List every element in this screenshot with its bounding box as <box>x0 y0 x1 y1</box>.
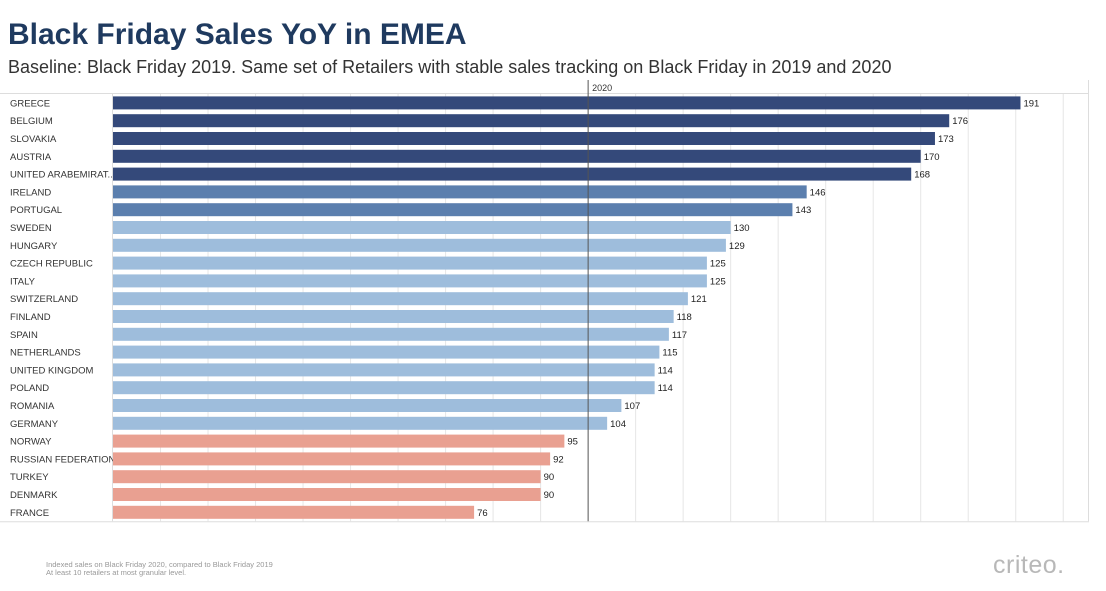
bar <box>113 238 726 252</box>
bar <box>113 434 565 448</box>
data-label: 168 <box>914 170 930 181</box>
category-label: IRELAND <box>10 187 51 198</box>
data-label: 104 <box>610 419 626 430</box>
category-label: TURKEY <box>10 472 49 483</box>
chart-subtitle: Baseline: Black Friday 2019. Same set of… <box>8 57 892 77</box>
category-label: GERMANY <box>10 419 59 430</box>
data-label: 173 <box>938 134 954 145</box>
bar <box>113 327 669 341</box>
data-label: 125 <box>710 276 726 287</box>
category-label: ITALY <box>10 276 36 287</box>
data-label: 143 <box>795 205 811 216</box>
category-label: FINLAND <box>10 312 51 323</box>
footnote-line-1: Indexed sales on Black Friday 2020, comp… <box>46 560 273 569</box>
category-label: SWEDEN <box>10 223 52 234</box>
bar <box>113 203 793 217</box>
category-label: POLAND <box>10 383 49 394</box>
category-label: GREECE <box>10 98 50 109</box>
bar <box>113 505 475 519</box>
data-label: 95 <box>567 437 578 448</box>
data-label: 176 <box>952 116 968 127</box>
bar <box>113 114 950 128</box>
data-label: 76 <box>477 508 488 519</box>
bar <box>113 381 655 395</box>
bar <box>113 256 707 270</box>
data-label: 118 <box>677 312 692 323</box>
category-label: SPAIN <box>10 330 38 341</box>
bar <box>113 399 622 412</box>
bar <box>113 132 935 145</box>
category-label: NETHERLANDS <box>10 348 81 359</box>
category-label: RUSSIAN FEDERATION <box>10 454 116 465</box>
footnote: Indexed sales on Black Friday 2020, comp… <box>46 561 273 577</box>
category-label: CZECH REPUBLIC <box>10 259 93 270</box>
chart-title: Black Friday Sales YoY in EMEA <box>8 18 467 51</box>
category-label: BELGIUM <box>10 116 53 127</box>
category-label: SWITZERLAND <box>10 294 78 305</box>
bar <box>113 363 655 377</box>
category-label: NORWAY <box>10 437 52 448</box>
data-label: 114 <box>658 383 673 394</box>
bar <box>113 185 807 199</box>
category-label: SLOVAKIA <box>10 134 57 145</box>
data-label: 130 <box>734 223 750 234</box>
category-label: UNITED ARABEMIRAT.. <box>10 170 113 181</box>
category-label: UNITED KINGDOM <box>10 365 93 376</box>
footnote-line-2: At least 10 retailers at most granular l… <box>46 568 187 577</box>
bar <box>113 345 660 359</box>
data-label: 115 <box>662 348 677 359</box>
bar <box>113 167 912 181</box>
bar <box>113 488 541 501</box>
criteo-logo: criteo. <box>993 551 1065 579</box>
data-label: 129 <box>729 241 745 252</box>
category-label: HUNGARY <box>10 241 58 252</box>
bar <box>113 274 707 288</box>
data-label: 107 <box>624 401 640 412</box>
data-label: 114 <box>658 365 673 376</box>
category-label: FRANCE <box>10 508 49 519</box>
category-label: PORTUGAL <box>10 205 62 216</box>
data-label: 170 <box>924 152 940 163</box>
column-header: 2020 <box>592 83 612 93</box>
data-label: 146 <box>810 187 826 198</box>
bar <box>113 310 674 323</box>
bar <box>113 452 551 466</box>
bar <box>113 470 541 484</box>
category-label: ROMANIA <box>10 401 55 412</box>
data-label: 117 <box>672 330 687 341</box>
category-label: DENMARK <box>10 490 58 501</box>
data-label: 90 <box>544 490 555 501</box>
data-label: 191 <box>1023 98 1039 109</box>
data-label: 92 <box>553 454 564 465</box>
data-label: 121 <box>691 294 707 305</box>
category-label: AUSTRIA <box>10 152 52 163</box>
bar <box>113 292 688 306</box>
bar <box>113 96 1021 110</box>
bar <box>113 416 608 430</box>
data-label: 125 <box>710 259 726 270</box>
bar <box>113 221 731 234</box>
bar <box>113 149 921 163</box>
data-label: 90 <box>544 472 555 483</box>
